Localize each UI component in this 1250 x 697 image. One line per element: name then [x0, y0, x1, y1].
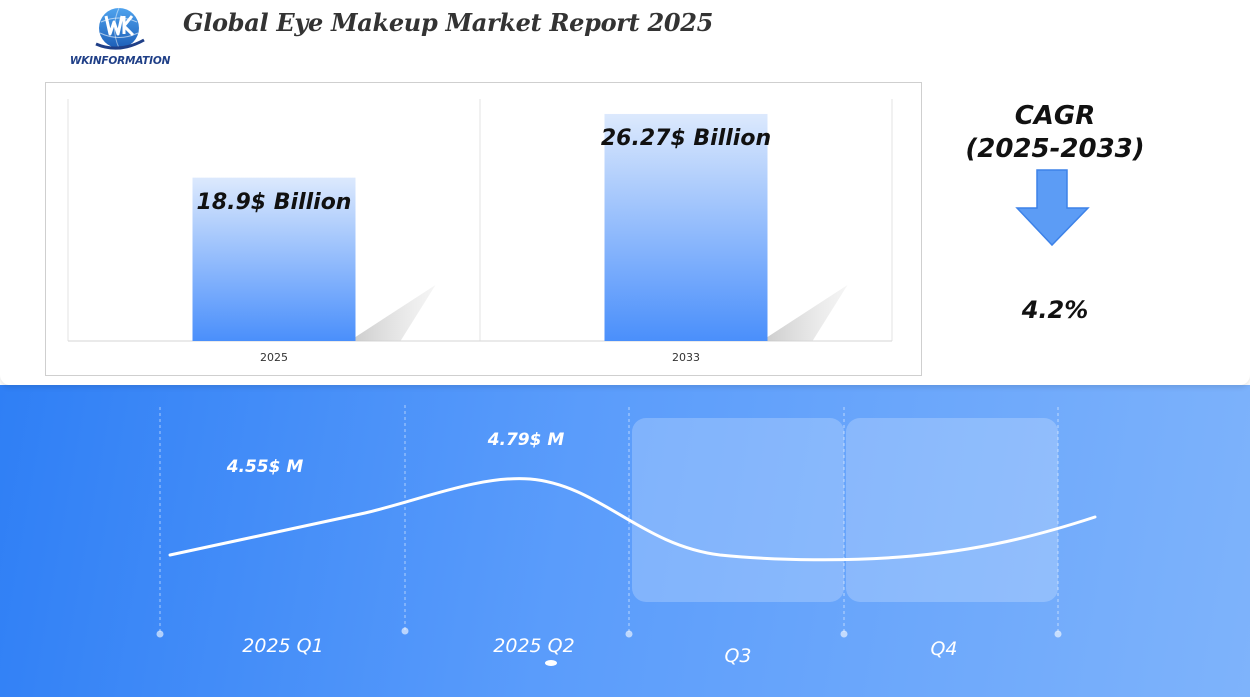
x-tick-label: 2025 [260, 351, 288, 364]
arrow-down-icon [1015, 169, 1090, 247]
cagr-title-line1: CAGR [1014, 101, 1096, 131]
axis-dot [625, 630, 633, 638]
globe-logo-icon [95, 7, 145, 50]
x-tick-label: 2033 [672, 351, 700, 364]
bar-2025 [192, 177, 356, 341]
bar-shadow [355, 285, 436, 341]
current-quarter-marker [545, 660, 557, 666]
quarter-label-q4: Q4 [930, 638, 958, 660]
bar-value-label: 26.27$ Billion [600, 125, 772, 151]
forecast-highlight-q4 [846, 418, 1058, 602]
page-title: Global Eye Makeup Market Report 2025 [183, 8, 714, 37]
quarterly-line-chart [156, 405, 1097, 666]
quarterly-panel: 4.55$ M 4.79$ M 2025 Q1 2025 Q2 Q3 Q4 [0, 385, 1250, 697]
brand-logo: WKINFORMATION [66, 6, 174, 68]
quarter-label-q2: 2025 Q2 [493, 635, 575, 657]
bar-shadow [767, 285, 848, 341]
q2-value-label: 4.79$ M [487, 430, 565, 450]
market-size-chart: 2025 2033 18.9$ Billion 26.27$ Billion [45, 82, 922, 376]
forecast-highlight-q3 [632, 418, 844, 602]
axis-dot [840, 630, 848, 638]
axis-dot [401, 627, 409, 635]
quarter-label-q1: 2025 Q1 [242, 635, 324, 657]
axis-dot [156, 630, 164, 638]
bar-value-label: 18.9$ Billion [196, 189, 352, 215]
top-section: WKINFORMATION Global Eye Makeup Market R… [45, 6, 1170, 376]
cagr-title-line2: (2025-2033) [965, 134, 1145, 164]
cagr-title: CAGR (2025-2033) [940, 100, 1170, 166]
logo-text: WKINFORMATION [69, 55, 171, 67]
bar-chart-svg: 2025 2033 [67, 99, 893, 364]
trend-line [168, 477, 1097, 562]
q1-value-label: 4.55$ M [226, 457, 304, 477]
cagr-value: 4.2% [1021, 296, 1089, 324]
axis-dot [1054, 630, 1062, 638]
quarter-label-q3: Q3 [724, 645, 752, 667]
bar-2033 [604, 113, 768, 341]
